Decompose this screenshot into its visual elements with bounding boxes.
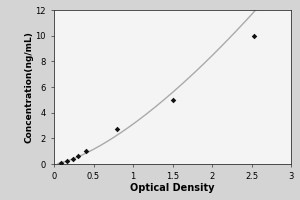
Point [251,34,256,37]
X-axis label: Optical Density: Optical Density [130,183,215,193]
Point [59,161,64,165]
Point [83,150,88,153]
Point [170,98,175,101]
Y-axis label: Concentration(ng/mL): Concentration(ng/mL) [25,31,34,143]
Point [70,157,75,160]
Point [64,160,69,163]
Point [76,154,81,157]
Point [115,128,120,131]
